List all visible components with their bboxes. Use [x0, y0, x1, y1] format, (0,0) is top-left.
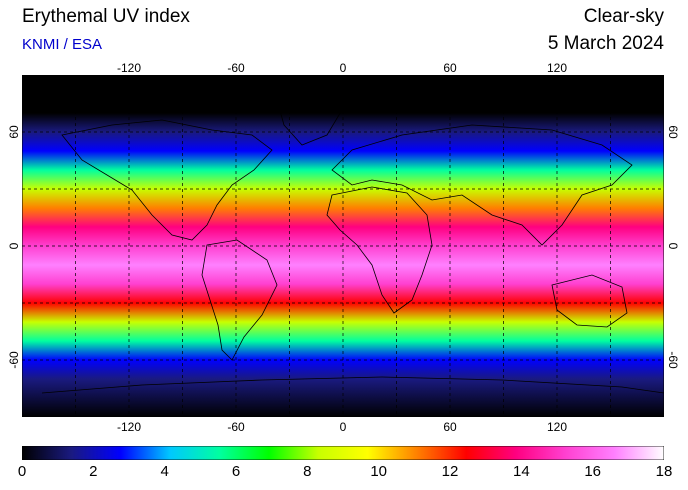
- lon-tick-label: 60: [443, 420, 457, 434]
- colorbar-tick-label: 4: [160, 463, 169, 480]
- lon-tick-label: -60: [227, 420, 245, 434]
- uv-index-map: [22, 75, 664, 417]
- lon-tick-label: 0: [339, 61, 347, 75]
- lon-tick-label: -120: [116, 420, 142, 434]
- colorbar-tick-label: 18: [655, 463, 673, 480]
- uv-map-canvas: [22, 75, 664, 417]
- lat-tick-label: 60: [666, 125, 680, 139]
- colorbar-tick-label: 8: [303, 463, 312, 480]
- lat-tick-label: -60: [7, 351, 21, 369]
- colorbar-tick-label: 10: [370, 463, 387, 480]
- lon-tick-label: 0: [339, 420, 347, 434]
- lon-tick-label: 120: [546, 420, 568, 434]
- colorbar-tick-label: 2: [89, 463, 98, 480]
- colorbar-tick-label: 14: [512, 463, 530, 480]
- colorbar-tick-label: 16: [584, 463, 601, 480]
- lon-tick-label: -120: [116, 61, 142, 75]
- lat-tick-label: 0: [666, 242, 680, 250]
- colorbar-tick-label: 6: [231, 463, 241, 480]
- sky-condition: Clear-sky: [583, 6, 664, 27]
- lon-tick-label: 60: [443, 61, 457, 75]
- map-title: Erythemal UV index: [22, 6, 190, 27]
- colorbar-tick-label: 12: [441, 463, 459, 480]
- lat-tick-label: -60: [666, 351, 680, 369]
- uv-colorbar: [22, 446, 664, 460]
- lat-tick-label: 60: [7, 125, 21, 139]
- coastlines: [41, 94, 664, 394]
- map-source: KNMI / ESA: [22, 36, 103, 53]
- lon-tick-label: 120: [546, 61, 568, 75]
- map-date: 5 March 2024: [547, 33, 664, 54]
- lat-tick-label: 0: [7, 242, 21, 250]
- colorbar-tick-label: 0: [17, 463, 27, 480]
- lon-tick-label: -60: [227, 61, 245, 75]
- graticule: [22, 75, 664, 417]
